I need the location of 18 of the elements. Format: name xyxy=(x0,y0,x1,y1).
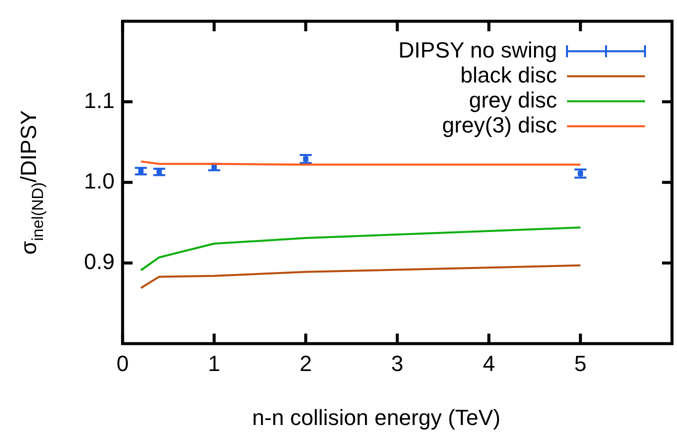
y-axis-title: σinel(ND)/DIPSY xyxy=(16,110,47,255)
legend-label: DIPSY no swing xyxy=(398,37,557,62)
x-tick-label: 2 xyxy=(300,350,312,376)
x-tick-label: 4 xyxy=(482,350,495,376)
x-tick-label: 0 xyxy=(116,350,129,376)
y-tick-label: 1.1 xyxy=(84,88,115,113)
x-tick-label: 5 xyxy=(574,350,587,376)
x-tick-label: 3 xyxy=(391,350,404,376)
point xyxy=(212,164,217,170)
y-tick-label: 1.0 xyxy=(84,168,115,194)
x-axis-title: n-n collision energy (TeV) xyxy=(252,405,500,430)
legend-label: black disc xyxy=(460,62,557,88)
point xyxy=(138,168,144,174)
legend-label: grey(3) disc xyxy=(442,112,557,138)
legend-label: grey disc xyxy=(468,87,557,112)
point xyxy=(156,169,162,175)
y-tick-label: 0.9 xyxy=(84,249,115,274)
x-tick-label: 1 xyxy=(208,350,220,376)
